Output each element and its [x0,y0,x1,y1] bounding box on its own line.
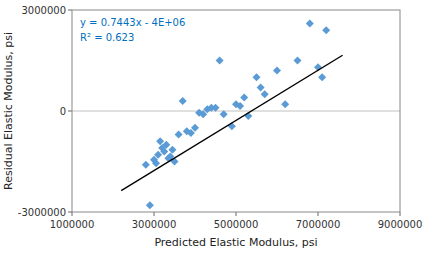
scatter-point [179,97,187,105]
plot-marks [72,19,400,209]
scatter-point [322,26,330,34]
y-tick [68,111,72,112]
scatter-point [142,161,150,169]
x-tick-label: 9000000 [378,219,423,230]
y-tick [68,212,72,213]
scatter-point [240,94,248,102]
zero-line [72,111,400,112]
x-tick [72,212,73,216]
scatter-point [253,73,261,81]
scatter-point [294,57,302,65]
scatter-point [168,146,176,154]
x-tick-label: 1000000 [50,219,95,230]
scatter-point [261,90,269,98]
x-tick [318,212,319,216]
x-tick [236,212,237,216]
scatter-point [191,124,199,132]
scatter-point [146,201,154,209]
annotation: R² = 0.623 [80,32,134,43]
x-axis-label: Predicted Elastic Modulus, psi [154,236,317,249]
scatter-point [306,19,314,27]
scatter-point [257,83,265,91]
trend-line [121,55,342,190]
y-axis-label: Residual Elastic Modulus, psi [2,32,15,190]
x-tick-label: 7000000 [296,219,341,230]
scatter-point [216,57,224,65]
plot-area [72,10,400,212]
scatter-point [236,102,244,110]
scatter-point [162,141,170,149]
y-tick-label: -3000000 [18,207,66,218]
scatter-point [175,131,183,139]
scatter-point [152,159,160,167]
y-tick-label: 0 [60,106,66,117]
x-tick [400,212,401,216]
scatter-point [318,73,326,81]
scatter-point [281,100,289,108]
x-tick-label: 5000000 [214,219,259,230]
chart: 1000000 3000000 5000000 7000000 9000000 -3000… [0,0,426,260]
x-tick [154,212,155,216]
scatter-point [160,147,168,155]
scatter-point [212,104,220,112]
annotation: y = 0.7443x - 4E+06 [80,17,185,28]
x-tick-label: 3000000 [132,219,177,230]
y-tick-label: 3000000 [21,5,66,16]
scatter-point [220,110,228,118]
scatter-point [273,67,281,75]
y-tick [68,10,72,11]
plot-frame [72,10,400,212]
